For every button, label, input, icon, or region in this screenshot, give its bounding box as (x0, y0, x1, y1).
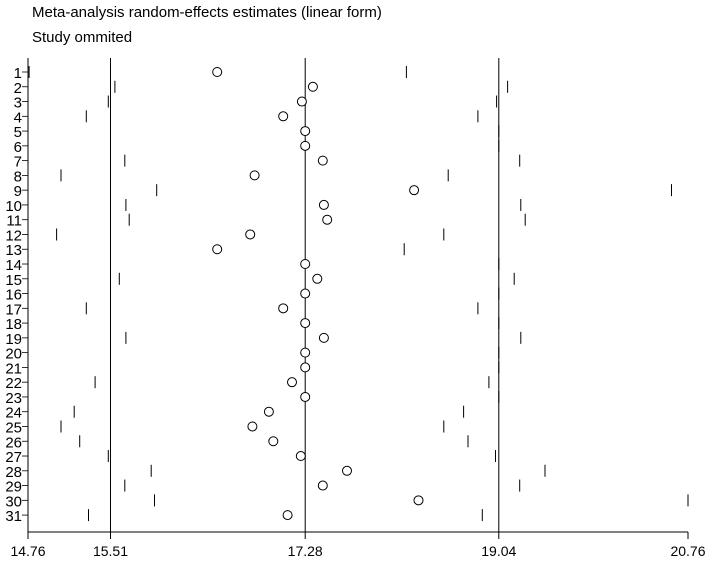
study-label: 8 (14, 168, 22, 185)
chart-subtitle: Study ommited (32, 29, 133, 46)
study-label: 20 (5, 346, 22, 363)
chart-title: Meta-analysis random-effects estimates (… (32, 4, 382, 21)
estimate-point (318, 199, 329, 210)
study-label: 28 (5, 464, 22, 481)
estimate-point (317, 480, 328, 491)
study-label: 15 (5, 272, 22, 289)
estimate-point (317, 155, 328, 166)
estimate-point (296, 96, 307, 107)
study-label: 29 (5, 479, 22, 496)
estimate-point (307, 81, 318, 92)
estimate-point (278, 303, 289, 314)
estimate-point (282, 510, 293, 521)
x-tick-label: 19.04 (481, 543, 516, 559)
study-label: 18 (5, 316, 22, 333)
study-label: 7 (14, 154, 22, 171)
study-label: 12 (5, 227, 22, 244)
study-label: 16 (5, 287, 22, 304)
study-label: 5 (14, 124, 22, 141)
study-label: 13 (5, 242, 22, 259)
study-label: 9 (14, 183, 22, 200)
study-label: 19 (5, 331, 22, 348)
study-label: 23 (5, 390, 22, 407)
estimate-point (263, 406, 274, 417)
x-tick-label: 17.28 (288, 543, 323, 559)
study-label: 31 (5, 508, 22, 525)
estimate-point (300, 288, 311, 299)
estimate-point (278, 111, 289, 122)
estimate-point (287, 377, 297, 388)
estimate-point (300, 126, 311, 137)
estimate-point (300, 259, 311, 270)
estimate-point (249, 170, 260, 181)
study-label: 25 (5, 419, 22, 436)
study-label: 4 (14, 109, 22, 126)
estimate-point (247, 421, 258, 432)
study-label: 10 (5, 198, 22, 215)
study-label: 22 (5, 375, 22, 392)
study-label: 27 (5, 449, 22, 466)
x-tick-label: 15.51 (93, 543, 128, 559)
study-label: 6 (14, 139, 22, 156)
estimate-point (300, 391, 311, 402)
estimate-point (300, 347, 311, 358)
estimate-point (212, 67, 223, 77)
estimate-point (268, 436, 279, 447)
x-tick-label: 20.76 (670, 543, 705, 559)
estimate-point (322, 214, 333, 225)
estimate-point (245, 229, 256, 240)
estimate-point (212, 244, 223, 255)
study-label: 21 (5, 360, 22, 377)
study-label: 11 (6, 213, 22, 230)
estimate-point (413, 495, 424, 506)
study-label: 30 (5, 493, 22, 510)
estimate-point (342, 465, 352, 476)
study-label: 24 (5, 405, 22, 422)
estimate-point (409, 185, 420, 196)
study-label: 1 (14, 65, 22, 82)
estimate-point (318, 332, 329, 343)
x-tick-label: 14.76 (10, 543, 45, 559)
estimate-point (295, 451, 306, 462)
study-label: 2 (14, 80, 22, 97)
study-label: 3 (14, 95, 22, 112)
study-label: 14 (5, 257, 22, 274)
estimate-point (300, 140, 311, 151)
estimate-point (312, 273, 323, 284)
estimate-point (300, 362, 311, 373)
study-label: 26 (5, 434, 22, 451)
estimate-point (300, 318, 311, 329)
study-label: 17 (5, 301, 22, 318)
